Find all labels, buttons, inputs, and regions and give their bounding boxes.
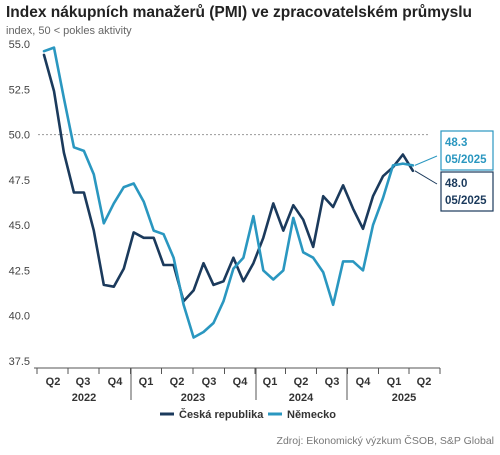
annotation-value: 48.3 xyxy=(445,137,467,149)
x-quarter-label: Q3 xyxy=(325,376,340,388)
series-lines xyxy=(42,46,415,339)
y-tick-label: 50.0 xyxy=(9,130,30,142)
x-quarter-label: Q3 xyxy=(202,376,217,388)
y-tick-label: 55.0 xyxy=(9,39,30,51)
series-line-nemecko xyxy=(42,46,415,339)
x-quarter-label: Q2 xyxy=(46,376,61,388)
annotations: 48.3 05/2025 48.0 05/2025 xyxy=(414,130,494,212)
x-quarter-label: Q2 xyxy=(170,376,185,388)
annotation-value: 48.0 xyxy=(445,178,467,190)
legend-label: Česká republika xyxy=(179,408,264,421)
annotation-leader xyxy=(414,155,438,166)
y-tick-label: 42.5 xyxy=(9,265,30,277)
x-axis: Q2 Q3 Q4 Q1 Q2 Q3 Q4 Q1 Q2 Q3 Q4 Q1 Q2 2022 2023 2024 20… xyxy=(34,367,441,404)
x-year-label: 2023 xyxy=(181,392,205,404)
y-tick-label: 40.0 xyxy=(9,311,30,323)
x-quarter-label: Q1 xyxy=(263,376,278,388)
y-tick-label: 37.5 xyxy=(9,356,30,368)
annotation-leader xyxy=(414,170,438,185)
x-year-label: 2022 xyxy=(72,392,96,404)
x-quarter-label: Q2 xyxy=(294,376,309,388)
series-line-ceska-republika xyxy=(42,53,415,303)
x-quarter-label: Q4 xyxy=(233,376,249,388)
source-note: Zdroj: Ekonomický výzkum ČSOB, S&P Globa… xyxy=(276,435,494,447)
annotation-box xyxy=(440,130,494,171)
annotation-date: 05/2025 xyxy=(445,195,487,207)
legend: Česká republika Německo xyxy=(160,408,336,421)
chart-title: Index nákupních manažerů (PMI) ve zpraco… xyxy=(6,4,473,21)
x-quarter-label: Q2 xyxy=(417,376,432,388)
x-year-label: 2025 xyxy=(392,392,416,404)
x-quarter-label: Q1 xyxy=(139,376,154,388)
x-quarter-label: Q1 xyxy=(387,376,402,388)
chart-subtitle: index, 50 < pokles aktivity xyxy=(6,25,132,37)
x-quarter-label: Q3 xyxy=(76,376,91,388)
y-tick-label: 47.5 xyxy=(9,175,30,187)
legend-label: Německo xyxy=(287,409,336,421)
x-quarter-label: Q4 xyxy=(108,376,124,388)
x-quarter-label: Q4 xyxy=(356,376,372,388)
x-year-label: 2024 xyxy=(289,392,314,404)
y-tick-label: 45.0 xyxy=(9,220,30,232)
annotation-date: 05/2025 xyxy=(445,154,487,166)
annotation-box xyxy=(440,171,494,212)
y-axis: 55.0 52.5 50.0 47.5 45.0 42.5 40.0 37.5 xyxy=(9,39,30,368)
y-tick-label: 52.5 xyxy=(9,84,30,96)
